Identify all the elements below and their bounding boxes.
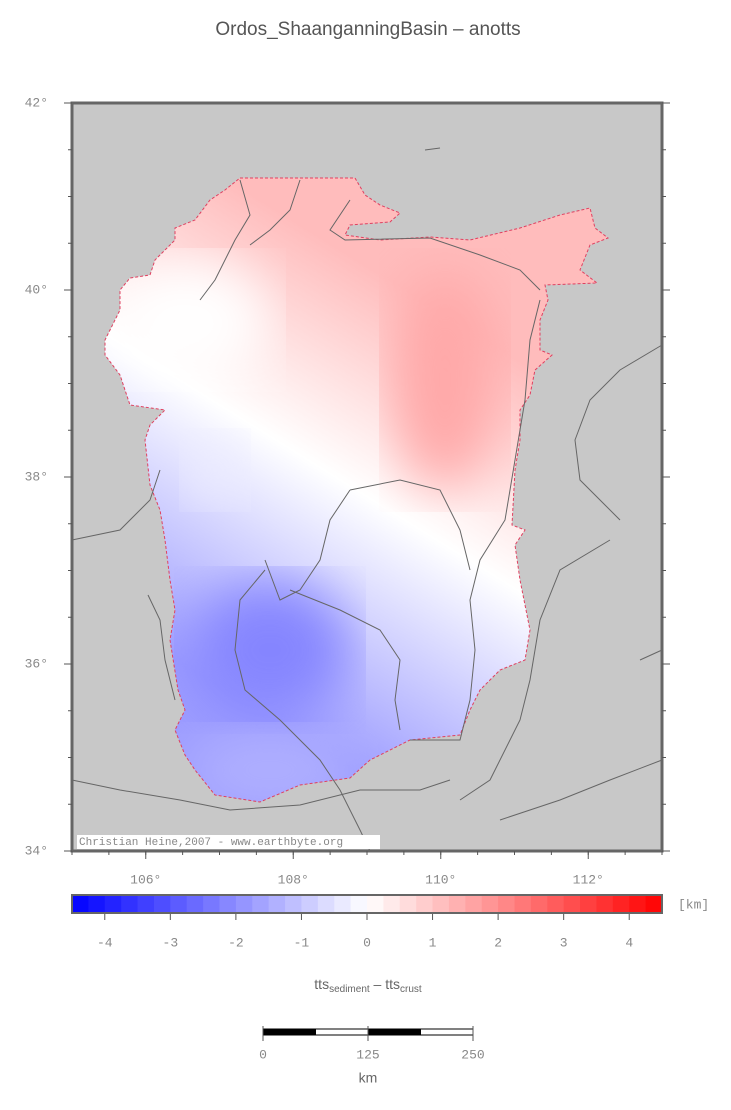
colorbar-step <box>596 895 614 913</box>
colorbar-step <box>170 895 188 913</box>
colorbar-step <box>104 895 122 913</box>
colorbar-step <box>350 895 368 913</box>
lat-label: 40° <box>25 282 48 297</box>
colorbar-step <box>252 895 270 913</box>
label-part: – tts <box>370 976 400 992</box>
colorbar-tick-label: -1 <box>294 935 310 950</box>
scale-label: 125 <box>356 1047 379 1062</box>
colorbar-frame <box>71 894 663 914</box>
label-sub: sediment <box>329 984 370 995</box>
colorbar-step <box>235 895 253 913</box>
map-title: Ordos_ShaanganningBasin – anotts <box>215 19 520 40</box>
lon-label: 112° <box>573 872 604 887</box>
colorbar-tick-label: -2 <box>228 935 244 950</box>
colorbar-step <box>530 895 548 913</box>
colorbar-step <box>137 895 155 913</box>
colorbar-tick-label: 2 <box>494 935 502 950</box>
colorbar-step <box>317 895 335 913</box>
colorbar-step <box>399 895 417 913</box>
colorbar-step <box>285 895 302 913</box>
scale-unit: km <box>359 1070 378 1086</box>
label-sub: crust <box>400 984 422 995</box>
colorbar-step <box>416 895 434 913</box>
lat-label: 34° <box>25 843 48 858</box>
colorbar-step <box>153 895 171 913</box>
colorbar-unit: [km] <box>678 897 709 912</box>
colorbar-step <box>72 895 89 913</box>
colorbar <box>72 895 663 913</box>
colorbar-step <box>498 895 515 913</box>
rivers <box>71 147 663 852</box>
scale-label: 250 <box>461 1047 484 1062</box>
colorbar-step <box>367 895 384 913</box>
colorbar-step <box>465 895 483 913</box>
colorbar-step <box>448 895 466 913</box>
colorbar-tick-label: -4 <box>97 935 113 950</box>
colorbar-step <box>432 895 450 913</box>
lat-label: 38° <box>25 469 48 484</box>
colorbar-step <box>121 895 139 913</box>
colorbar-tick-label: -3 <box>163 935 179 950</box>
credit-box <box>77 835 380 849</box>
colorbar-step <box>580 895 597 913</box>
colorbar-tick-label: 4 <box>625 935 633 950</box>
scale-label: 0 <box>259 1047 267 1062</box>
colorbar-step <box>563 895 581 913</box>
colorbar-step <box>219 895 237 913</box>
colorbar-tick-label: 1 <box>429 935 437 950</box>
label-part: tts <box>314 976 329 992</box>
colorbar-step <box>645 895 663 913</box>
colorbar-step <box>481 895 499 913</box>
lon-label: 108° <box>278 872 309 887</box>
colorbar-step <box>203 895 220 913</box>
colorbar-step <box>301 895 319 913</box>
colorbar-step <box>547 895 565 913</box>
colorbar-step <box>383 895 401 913</box>
colorbar-step <box>629 895 647 913</box>
colorbar-label: ttssediment – ttscrust <box>314 976 422 995</box>
credit: Christian Heine,2007 - www.earthbyte.org <box>79 837 343 849</box>
colorbar-step <box>612 895 630 913</box>
colorbar-step <box>268 895 286 913</box>
lon-label: 110° <box>425 872 456 887</box>
colorbar-step <box>514 895 532 913</box>
lat-label: 42° <box>25 95 48 110</box>
lon-label: 106° <box>130 872 161 887</box>
lat-label: 36° <box>25 656 48 671</box>
colorbar-step <box>186 895 204 913</box>
colorbar-step <box>334 895 352 913</box>
colorbar-tick-label: 3 <box>560 935 568 950</box>
colorbar-tick-label: 0 <box>363 935 371 950</box>
colorbar-step <box>88 895 106 913</box>
